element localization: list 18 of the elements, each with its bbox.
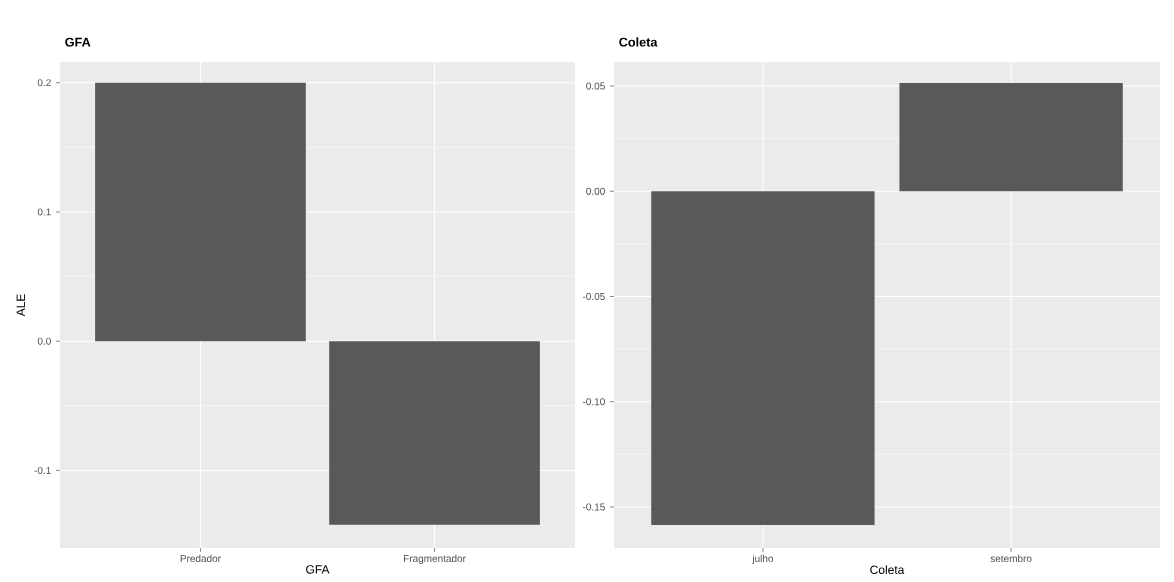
chart-title: Coleta: [619, 37, 658, 47]
y-tick-label: -0.05: [582, 292, 605, 301]
y-tick-label: 0.00: [586, 187, 605, 195]
chart-title: GFA: [65, 37, 91, 47]
x-axis-title: Coleta: [870, 565, 905, 575]
y-tick-label: -0.1: [34, 466, 51, 474]
x-tick-label: Predador: [180, 554, 221, 563]
x-tick-label: Fragmentador: [403, 554, 466, 565]
y-tick-label: 0.2: [37, 79, 51, 87]
y-tick-label: 0.1: [37, 208, 51, 216]
y-tick-label: -0.15: [582, 503, 605, 511]
x-axis-title: GFA: [306, 565, 330, 574]
x-tick-label: setembro: [990, 554, 1032, 563]
y-tick-label: 0.0: [37, 337, 51, 345]
x-tick-label: julho: [752, 554, 774, 565]
y-axis-title: ALE: [16, 294, 25, 317]
y-tick-label: 0.05: [586, 82, 605, 90]
y-tick-label: -0.10: [582, 398, 605, 406]
